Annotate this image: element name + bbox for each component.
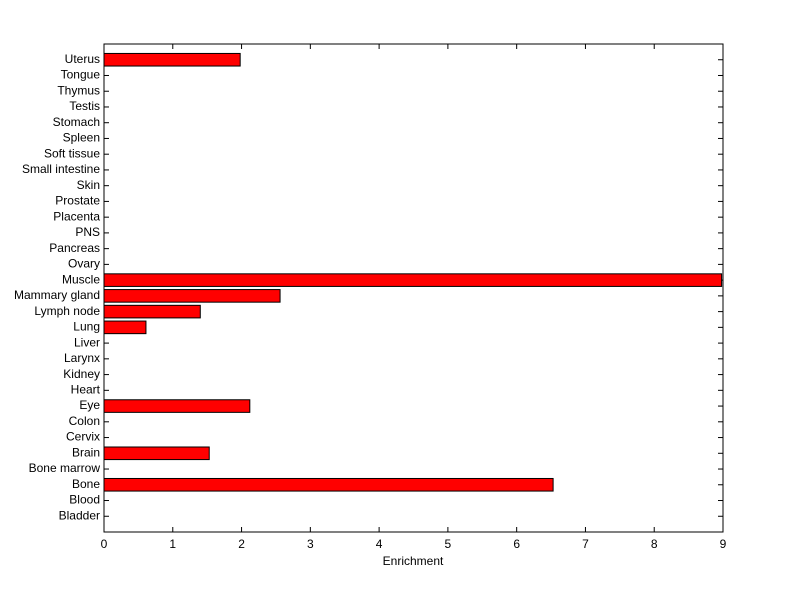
y-tick-label: Colon <box>69 414 100 428</box>
y-tick-label: Bone <box>72 477 100 491</box>
bar <box>103 289 281 303</box>
y-tick-label: Small intestine <box>22 162 100 176</box>
y-tick-label: Spleen <box>63 131 100 145</box>
x-axis-label: Enrichment <box>383 554 444 568</box>
y-tick-label: Kidney <box>63 367 100 381</box>
bar <box>103 399 251 413</box>
y-tick-label: Thymus <box>57 83 100 97</box>
x-tick-label: 9 <box>720 537 727 551</box>
y-tick-label: Eye <box>79 398 100 412</box>
y-tick-label: Blood <box>69 493 100 507</box>
y-tick-label: Skin <box>77 178 100 192</box>
y-tick-label: Brain <box>72 445 100 459</box>
y-tick-label: Lung <box>73 320 100 334</box>
y-tick-label: Soft tissue <box>44 146 100 160</box>
y-tick-label: Mammary gland <box>14 288 100 302</box>
bar <box>103 273 723 287</box>
y-tick-label: Cervix <box>66 430 100 444</box>
y-tick-label: Heart <box>71 382 101 396</box>
y-tick-label: Tongue <box>61 68 101 82</box>
y-tick-label: Pancreas <box>49 241 100 255</box>
bar <box>103 446 210 461</box>
y-tick-label: PNS <box>75 225 100 239</box>
y-tick-label: Stomach <box>53 115 100 129</box>
y-tick-label: Prostate <box>55 194 100 208</box>
y-tick-label: Lymph node <box>34 304 100 318</box>
y-tick-label: Bladder <box>59 508 100 522</box>
y-tick-label: Ovary <box>68 257 100 271</box>
y-tick-label: Placenta <box>53 209 100 223</box>
y-tick-label: Muscle <box>62 272 100 286</box>
x-tick-label: 5 <box>445 537 452 551</box>
y-tick-label: Larynx <box>64 351 100 365</box>
x-tick-label: 4 <box>376 537 383 551</box>
x-tick-label: 7 <box>582 537 589 551</box>
bar <box>103 304 201 319</box>
bar <box>103 477 554 492</box>
x-tick-label: 6 <box>513 537 520 551</box>
y-tick-label: Testis <box>69 99 100 113</box>
y-tick-label: Bone marrow <box>29 461 101 475</box>
x-tick-label: 1 <box>169 537 176 551</box>
bar <box>103 52 241 67</box>
y-tick-label: Liver <box>74 335 100 349</box>
y-tick-label: Uterus <box>65 52 100 66</box>
x-tick-label: 0 <box>101 537 108 551</box>
x-tick-label: 8 <box>651 537 658 551</box>
bar <box>103 320 147 335</box>
x-tick-label: 3 <box>307 537 314 551</box>
x-tick-label: 2 <box>238 537 245 551</box>
